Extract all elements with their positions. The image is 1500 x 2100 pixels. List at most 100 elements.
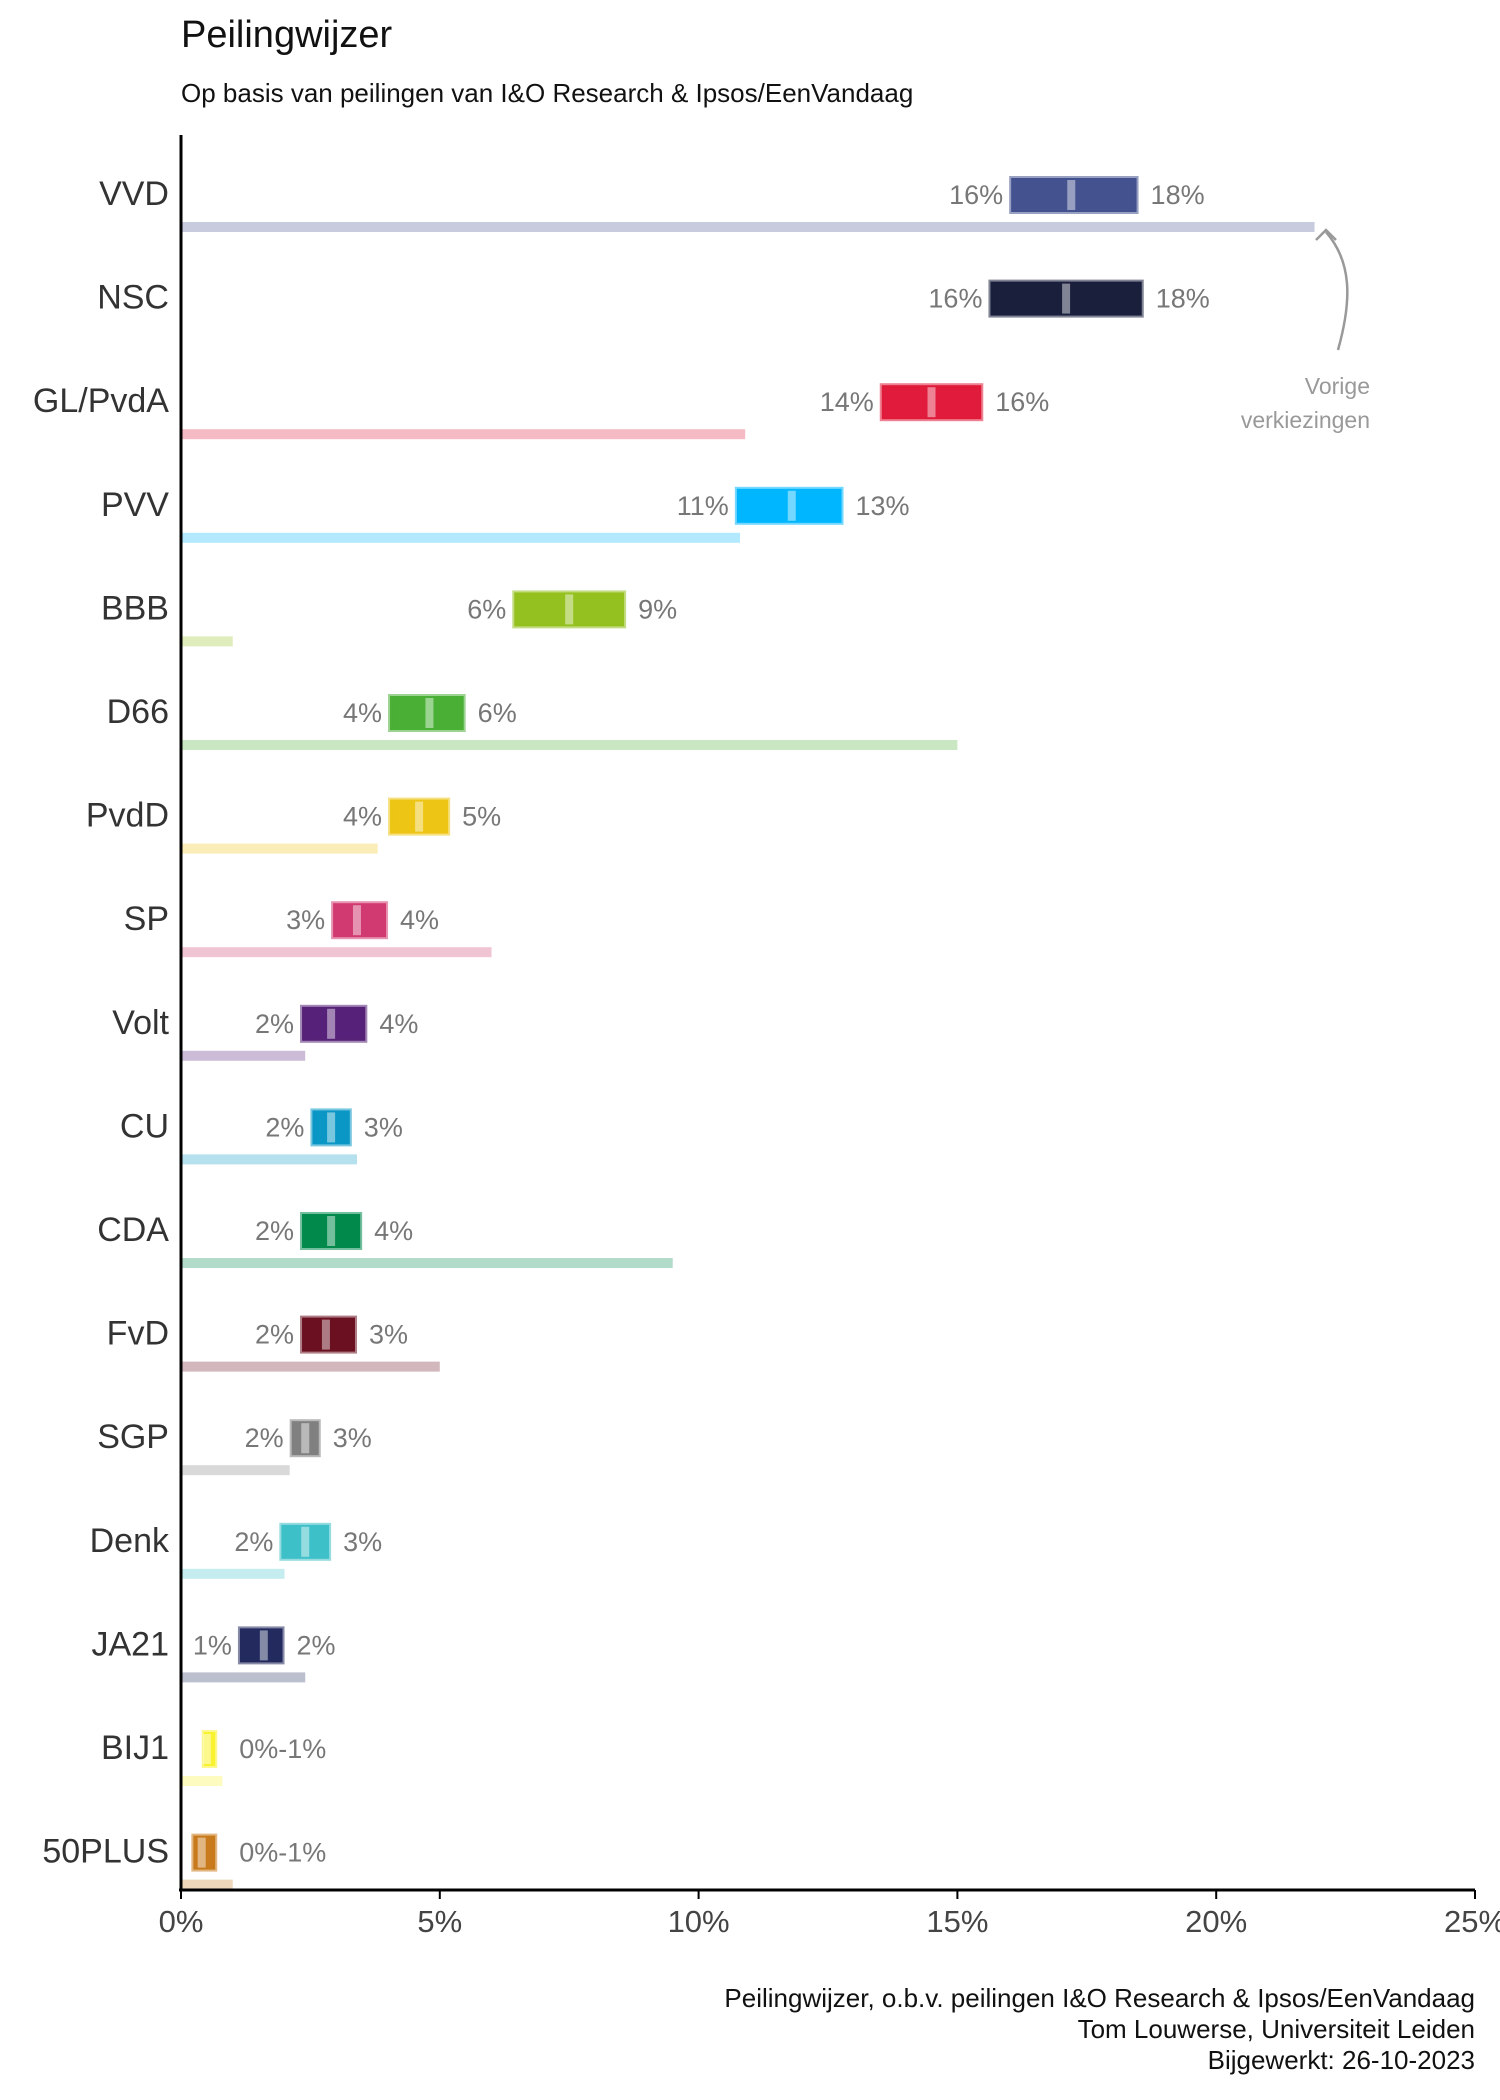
previous-result-bar [181, 1258, 673, 1268]
previous-result-bar [181, 843, 378, 854]
poll-median-marker [301, 1526, 310, 1557]
previous-result-bar [181, 947, 492, 958]
poll-median-marker [415, 801, 424, 832]
poll-range-box [331, 901, 389, 940]
party-row: SP 3% 4% [124, 900, 492, 958]
party-label: FvD [107, 1315, 169, 1353]
range-high-label: 3% [333, 1423, 372, 1453]
previous-result-bar [181, 1154, 357, 1165]
range-high-label: 9% [638, 594, 677, 624]
poll-median-marker [327, 1008, 336, 1039]
party-label: SP [124, 900, 169, 938]
previous-result-bar [181, 740, 958, 750]
party-row: NSC 16% 18% [97, 279, 1210, 318]
party-label: PvdD [86, 797, 169, 835]
x-axis: 0% 5% 10% 15% 20% 25% [159, 135, 1500, 1939]
party-row: FvD 2% 3% [107, 1315, 440, 1372]
previous-result-bar [181, 1879, 233, 1890]
party-row: PVV 11% 13% [101, 486, 910, 543]
poll-range-box [388, 694, 466, 732]
caption-updated: Bijgewerkt: 26-10-2023 [1207, 2045, 1475, 2075]
party-label: CU [120, 1107, 169, 1145]
caption-source: Peilingwijzer, o.b.v. peilingen I&O Rese… [724, 1983, 1475, 2013]
range-low-label: 16% [928, 284, 982, 314]
range-low-label: 11% [677, 491, 729, 521]
x-tick-label: 20% [1185, 1904, 1247, 1939]
previous-result-bar [181, 532, 741, 543]
previous-result-bar [181, 1361, 440, 1372]
poll-median-marker [565, 594, 574, 625]
x-tick-label: 15% [926, 1904, 988, 1939]
x-tick-label: 5% [417, 1904, 462, 1939]
poll-range-box [388, 797, 451, 836]
range-low-label: 0%-1% [239, 1838, 326, 1868]
range-high-label: 3% [369, 1320, 408, 1350]
range-low-label: 2% [255, 1216, 294, 1246]
poll-median-marker [425, 698, 434, 728]
party-row: JA21 1% 2% [92, 1625, 336, 1683]
range-low-label: 0%-1% [239, 1734, 326, 1764]
caption-author: Tom Louwerse, Universiteit Leiden [1077, 2014, 1475, 2044]
previous-result-bar [181, 429, 746, 440]
party-label: VVD [99, 175, 169, 213]
party-row: 50PLUS 0%-1% [42, 1833, 326, 1890]
poll-median-marker [197, 1837, 206, 1868]
range-low-label: 1% [193, 1630, 232, 1660]
previous-result-bar [181, 636, 233, 647]
poll-median-marker [202, 1734, 211, 1764]
range-high-label: 5% [462, 802, 501, 832]
range-low-label: 6% [467, 594, 506, 624]
range-low-label: 2% [265, 1112, 304, 1142]
poll-median-marker [321, 1319, 330, 1350]
chart-title: Peilingwijzer [181, 14, 393, 56]
range-low-label: 3% [286, 905, 325, 935]
party-row: GL/PvdA 14% 16% [33, 382, 1049, 440]
x-tick-label: 10% [668, 1904, 730, 1939]
range-high-label: 2% [297, 1630, 336, 1660]
range-high-label: 18% [1151, 180, 1205, 210]
poll-range-box [512, 590, 627, 629]
party-label: BIJ1 [101, 1729, 169, 1767]
party-label: NSC [97, 279, 169, 317]
range-low-label: 2% [245, 1423, 284, 1453]
poll-median-marker [352, 905, 361, 936]
party-row: Volt 2% 4% [112, 1004, 418, 1061]
range-high-label: 3% [364, 1112, 403, 1142]
poll-range-box [300, 1315, 357, 1354]
range-low-label: 2% [255, 1320, 294, 1350]
previous-result-bar [181, 1672, 306, 1683]
range-low-label: 2% [234, 1527, 273, 1557]
poll-range-box [300, 1212, 363, 1250]
previous-result-bar [181, 1568, 285, 1579]
x-tick-label: 25% [1444, 1904, 1500, 1939]
range-high-label: 6% [478, 698, 517, 728]
party-row: VVD 16% 18% [99, 175, 1315, 232]
poll-median-marker [259, 1630, 268, 1661]
party-label: 50PLUS [42, 1833, 169, 1871]
party-rows: VVD 16% 18% NSC 16% 18% GL/PvdA 14% 16% PVV 11% 13%… [33, 175, 1315, 1890]
poll-median-marker [1067, 180, 1076, 210]
party-row: CDA 2% 4% [97, 1211, 673, 1268]
poll-range-box [988, 279, 1144, 318]
previous-result-bar [181, 222, 1315, 232]
range-low-label: 14% [820, 387, 874, 417]
party-label: Denk [90, 1522, 170, 1560]
range-high-label: 18% [1156, 284, 1210, 314]
party-row: SGP 2% 3% [97, 1418, 372, 1476]
previous-election-annotation: Vorige verkiezingen [1241, 228, 1370, 433]
range-high-label: 4% [400, 905, 439, 935]
party-row: D66 4% 6% [107, 693, 958, 750]
annotation-text: Vorige [1305, 373, 1370, 399]
range-low-label: 4% [343, 698, 382, 728]
party-label: D66 [107, 693, 169, 731]
annotation-arrow [1325, 231, 1349, 351]
party-row: PvdD 4% 5% [86, 797, 501, 854]
chart-subtitle: Op basis van peilingen van I&O Research … [181, 78, 914, 108]
annotation-text: verkiezingen [1241, 407, 1370, 433]
poll-range-box [879, 383, 984, 422]
poll-median-marker [927, 387, 936, 418]
party-label: GL/PvdA [33, 382, 169, 420]
poll-median-marker [327, 1216, 336, 1246]
poll-range-box [237, 1626, 285, 1665]
poll-range-box [289, 1419, 321, 1458]
